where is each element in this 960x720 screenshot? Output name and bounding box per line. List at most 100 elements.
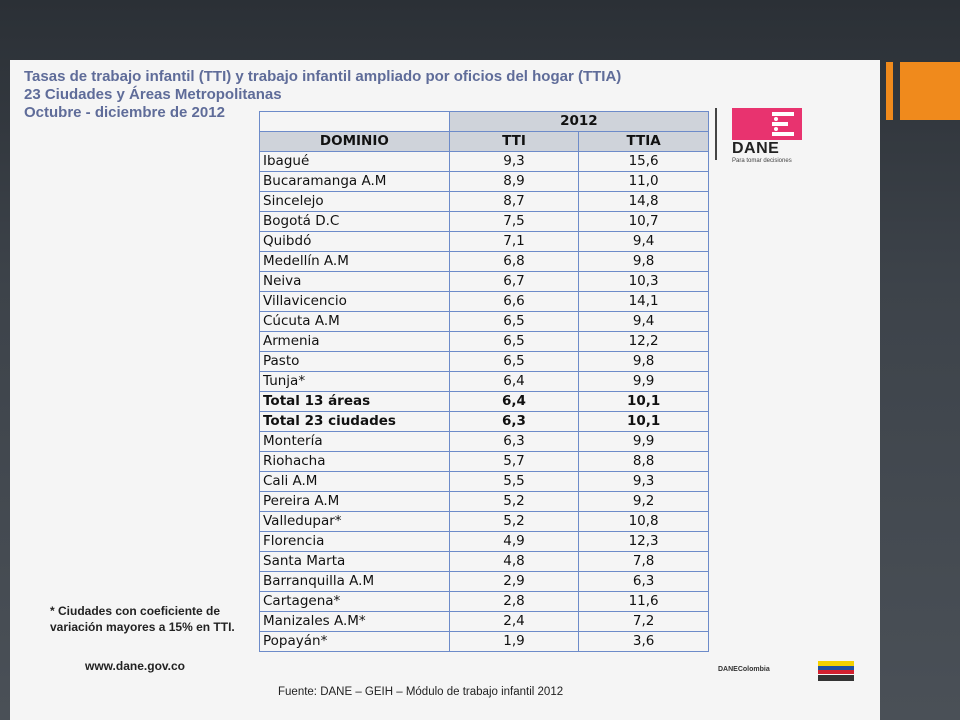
table-row: Pereira A.M 5,2 9,2: [259, 491, 709, 512]
cell-domain: Valledupar*: [259, 511, 450, 532]
table-row: Pasto 6,5 9,8: [259, 351, 709, 372]
footnote: * Ciudades con coeficiente de variación …: [50, 604, 235, 634]
cell-ttia: 10,3: [578, 271, 709, 292]
data-table: 2012 DOMINIO TTI TTIA Ibagué 9,3 15,6 Bucar…: [259, 111, 710, 652]
cell-domain: Neiva: [259, 271, 450, 292]
header-ttia: TTIA: [578, 131, 709, 152]
cell-tti: 6,3: [448, 411, 580, 432]
table-row: Tunja* 6,4 9,9: [259, 371, 709, 392]
table-row: Total 23 ciudades 6,3 10,1: [259, 411, 709, 432]
cell-domain: Pereira A.M: [259, 491, 450, 512]
table-row: Santa Marta 4,8 7,8: [259, 551, 709, 572]
dane-logo-icon: [732, 108, 802, 140]
cell-domain: Montería: [259, 431, 450, 452]
table-row: Bucaramanga A.M 8,9 11,0: [259, 171, 709, 192]
table-row: Villavicencio 6,6 14,1: [259, 291, 709, 312]
cell-tti: 5,2: [448, 511, 580, 532]
cell-domain: Villavicencio: [259, 291, 450, 312]
cell-tti: 5,7: [448, 451, 580, 472]
cell-tti: 6,3: [448, 431, 580, 452]
title-line-1: Tasas de trabajo infantil (TTI) y trabaj…: [24, 68, 622, 85]
table-row: Cali A.M 5,5 9,3: [259, 471, 709, 492]
slide-content: Tasas de trabajo infantil (TTI) y trabaj…: [10, 60, 880, 720]
table-row: Montería 6,3 9,9: [259, 431, 709, 452]
header-tti: TTI: [448, 131, 580, 152]
cell-ttia: 9,4: [578, 231, 709, 252]
cell-tti: 6,8: [448, 251, 580, 272]
cell-tti: 5,5: [448, 471, 580, 492]
cell-domain: Quibdó: [259, 231, 450, 252]
cell-tti: 2,9: [448, 571, 580, 592]
cell-ttia: 8,8: [578, 451, 709, 472]
cell-tti: 8,7: [448, 191, 580, 212]
accent-bar-wide: [900, 62, 960, 120]
title-line-3: Octubre - diciembre de 2012: [24, 104, 225, 121]
table-body: Ibagué 9,3 15,6 Bucaramanga A.M 8,9 11,0 Since…: [259, 151, 709, 652]
cell-tti: 8,9: [448, 171, 580, 192]
cell-ttia: 14,1: [578, 291, 709, 312]
cell-tti: 9,3: [448, 151, 580, 172]
header-year: 2012: [448, 111, 710, 132]
logo-divider: [715, 108, 717, 160]
cell-tti: 6,5: [448, 331, 580, 352]
cell-ttia: 6,3: [578, 571, 709, 592]
cell-ttia: 12,3: [578, 531, 709, 552]
cell-ttia: 7,2: [578, 611, 709, 632]
dane-logo-text: DANE: [732, 140, 780, 157]
cell-domain: Florencia: [259, 531, 450, 552]
cell-ttia: 3,6: [578, 631, 709, 652]
table-row: Armenia 6,5 12,2: [259, 331, 709, 352]
cell-tti: 6,7: [448, 271, 580, 292]
cell-domain: Bucaramanga A.M: [259, 171, 450, 192]
cell-tti: 4,8: [448, 551, 580, 572]
table-row: Medellín A.M 6,8 9,8: [259, 251, 709, 272]
table-row: Cartagena* 2,8 11,6: [259, 591, 709, 612]
cell-domain: Santa Marta: [259, 551, 450, 572]
cell-ttia: 10,8: [578, 511, 709, 532]
cell-ttia: 10,1: [578, 391, 709, 412]
cell-domain: Armenia: [259, 331, 450, 352]
cell-domain: Barranquilla A.M: [259, 571, 450, 592]
header-domain: DOMINIO: [259, 131, 450, 152]
cell-domain: Total 23 ciudades: [259, 411, 450, 432]
dane-logo: DANE Para tomar decisiones: [732, 108, 807, 165]
table-row: Total 13 áreas 6,4 10,1: [259, 391, 709, 412]
website-link[interactable]: www.dane.gov.co: [85, 659, 186, 673]
cell-domain: Sincelejo: [259, 191, 450, 212]
cell-domain: Medellín A.M: [259, 251, 450, 272]
cell-ttia: 9,9: [578, 371, 709, 392]
cell-tti: 6,5: [448, 351, 580, 372]
cell-ttia: 7,8: [578, 551, 709, 572]
cell-domain: Cúcuta A.M: [259, 311, 450, 332]
cell-tti: 2,4: [448, 611, 580, 632]
cell-tti: 7,5: [448, 211, 580, 232]
cell-ttia: 9,4: [578, 311, 709, 332]
cell-ttia: 9,8: [578, 351, 709, 372]
cell-domain: Cartagena*: [259, 591, 450, 612]
cell-ttia: 10,7: [578, 211, 709, 232]
cell-tti: 6,6: [448, 291, 580, 312]
table-row: Valledupar* 5,2 10,8: [259, 511, 709, 532]
header-empty: [259, 111, 450, 132]
cell-domain: Bogotá D.C: [259, 211, 450, 232]
cell-tti: 2,8: [448, 591, 580, 612]
cell-domain: Ibagué: [259, 151, 450, 172]
cell-ttia: 9,3: [578, 471, 709, 492]
cell-tti: 1,9: [448, 631, 580, 652]
cell-ttia: 9,2: [578, 491, 709, 512]
table-row: Quibdó 7,1 9,4: [259, 231, 709, 252]
cell-domain: Total 13 áreas: [259, 391, 450, 412]
cell-domain: Pasto: [259, 351, 450, 372]
cell-domain: Manizales A.M*: [259, 611, 450, 632]
table-row: Sincelejo 8,7 14,8: [259, 191, 709, 212]
cell-tti: 6,4: [448, 391, 580, 412]
cell-domain: Tunja*: [259, 371, 450, 392]
table-row: Neiva 6,7 10,3: [259, 271, 709, 292]
table-row: Popayán* 1,9 3,6: [259, 631, 709, 652]
cell-tti: 7,1: [448, 231, 580, 252]
cell-tti: 5,2: [448, 491, 580, 512]
cell-ttia: 9,8: [578, 251, 709, 272]
cell-tti: 6,5: [448, 311, 580, 332]
cell-ttia: 14,8: [578, 191, 709, 212]
cell-ttia: 9,9: [578, 431, 709, 452]
